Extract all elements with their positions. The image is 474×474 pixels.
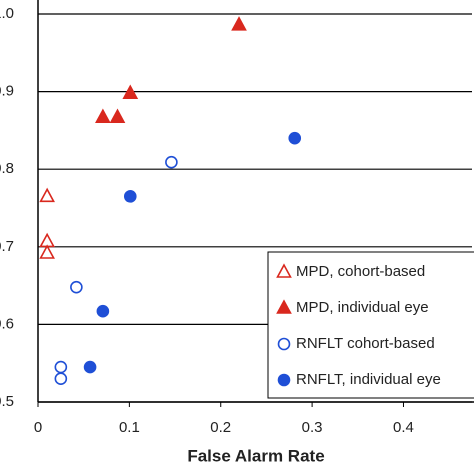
legend-marker bbox=[276, 263, 292, 278]
legend-box bbox=[267, 251, 474, 399]
point bbox=[83, 360, 97, 374]
legend-marker bbox=[276, 299, 292, 314]
legend-marker bbox=[277, 337, 291, 351]
y-tick-label: 0.7 bbox=[0, 238, 14, 255]
point bbox=[231, 16, 247, 31]
point bbox=[70, 280, 83, 294]
legend-label: RNFLT cohort-based bbox=[296, 335, 435, 352]
x-tick-label: 0.2 bbox=[210, 419, 231, 436]
y-tick-label: 0.9 bbox=[0, 83, 14, 100]
point bbox=[122, 84, 139, 99]
x-tick-label: 0.4 bbox=[393, 419, 414, 436]
point bbox=[39, 187, 55, 203]
point bbox=[54, 360, 68, 374]
y-tick-label: 0.8 bbox=[0, 160, 14, 177]
legend-label: MPD, cohort-based bbox=[296, 263, 425, 280]
legend-marker bbox=[277, 373, 291, 387]
point bbox=[96, 304, 110, 318]
x-axis-label: False Alarm Rate bbox=[187, 446, 324, 465]
point bbox=[54, 372, 68, 386]
x-tick-label: 0.3 bbox=[302, 419, 323, 436]
y-tick-label: 0.6 bbox=[0, 315, 14, 332]
point bbox=[39, 244, 55, 259]
point bbox=[95, 108, 111, 124]
legend-label: RNFLT, individual eye bbox=[296, 371, 441, 388]
y-tick-label: 1.0 bbox=[0, 5, 14, 22]
point bbox=[165, 155, 178, 169]
legend-label: MPD, individual eye bbox=[296, 299, 429, 316]
point bbox=[288, 131, 302, 145]
point bbox=[123, 190, 137, 203]
x-tick-label: 0.1 bbox=[119, 419, 140, 436]
point bbox=[109, 108, 126, 124]
x-tick-label: 0 bbox=[34, 419, 42, 436]
y-tick-label: 0.5 bbox=[0, 393, 14, 410]
